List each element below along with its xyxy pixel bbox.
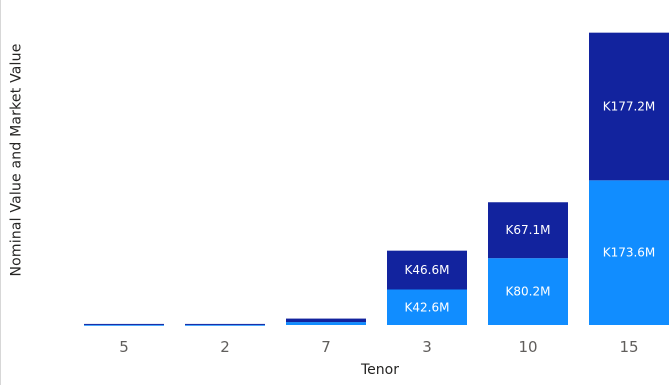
bar-10-series-1[interactable] [488,202,568,259]
bar-15-series-1[interactable] [589,32,669,181]
x-axis-title: Tenor [361,362,399,378]
bar-7-series-0[interactable] [286,322,366,325]
data-label: K80.2M [506,285,551,299]
x-tick-label: 7 [321,338,331,356]
data-label: K42.6M [405,300,450,314]
bar-2-series-1[interactable] [185,323,265,325]
x-tick-label: 10 [518,338,537,356]
bar-15-series-0[interactable] [589,180,669,325]
x-tick-label: 3 [422,338,432,356]
bar-3-series-0[interactable] [387,289,467,326]
data-label: K46.6M [405,263,450,277]
data-label: K173.6M [603,246,656,260]
bar-10-series-0[interactable] [488,258,568,325]
x-tick-label: 5 [119,338,129,356]
bar-3-series-1[interactable] [387,250,467,290]
x-tick-label: 2 [220,338,230,356]
panel-border [0,0,1,385]
bar-5-series-1[interactable] [84,323,164,325]
bar-7-series-1[interactable] [286,318,366,323]
x-tick-label: 15 [619,338,638,356]
data-label: K177.2M [603,100,656,114]
bar-2-series-0[interactable] [185,324,265,326]
bar-5-series-0[interactable] [84,324,164,326]
data-label: K67.1M [506,223,551,237]
